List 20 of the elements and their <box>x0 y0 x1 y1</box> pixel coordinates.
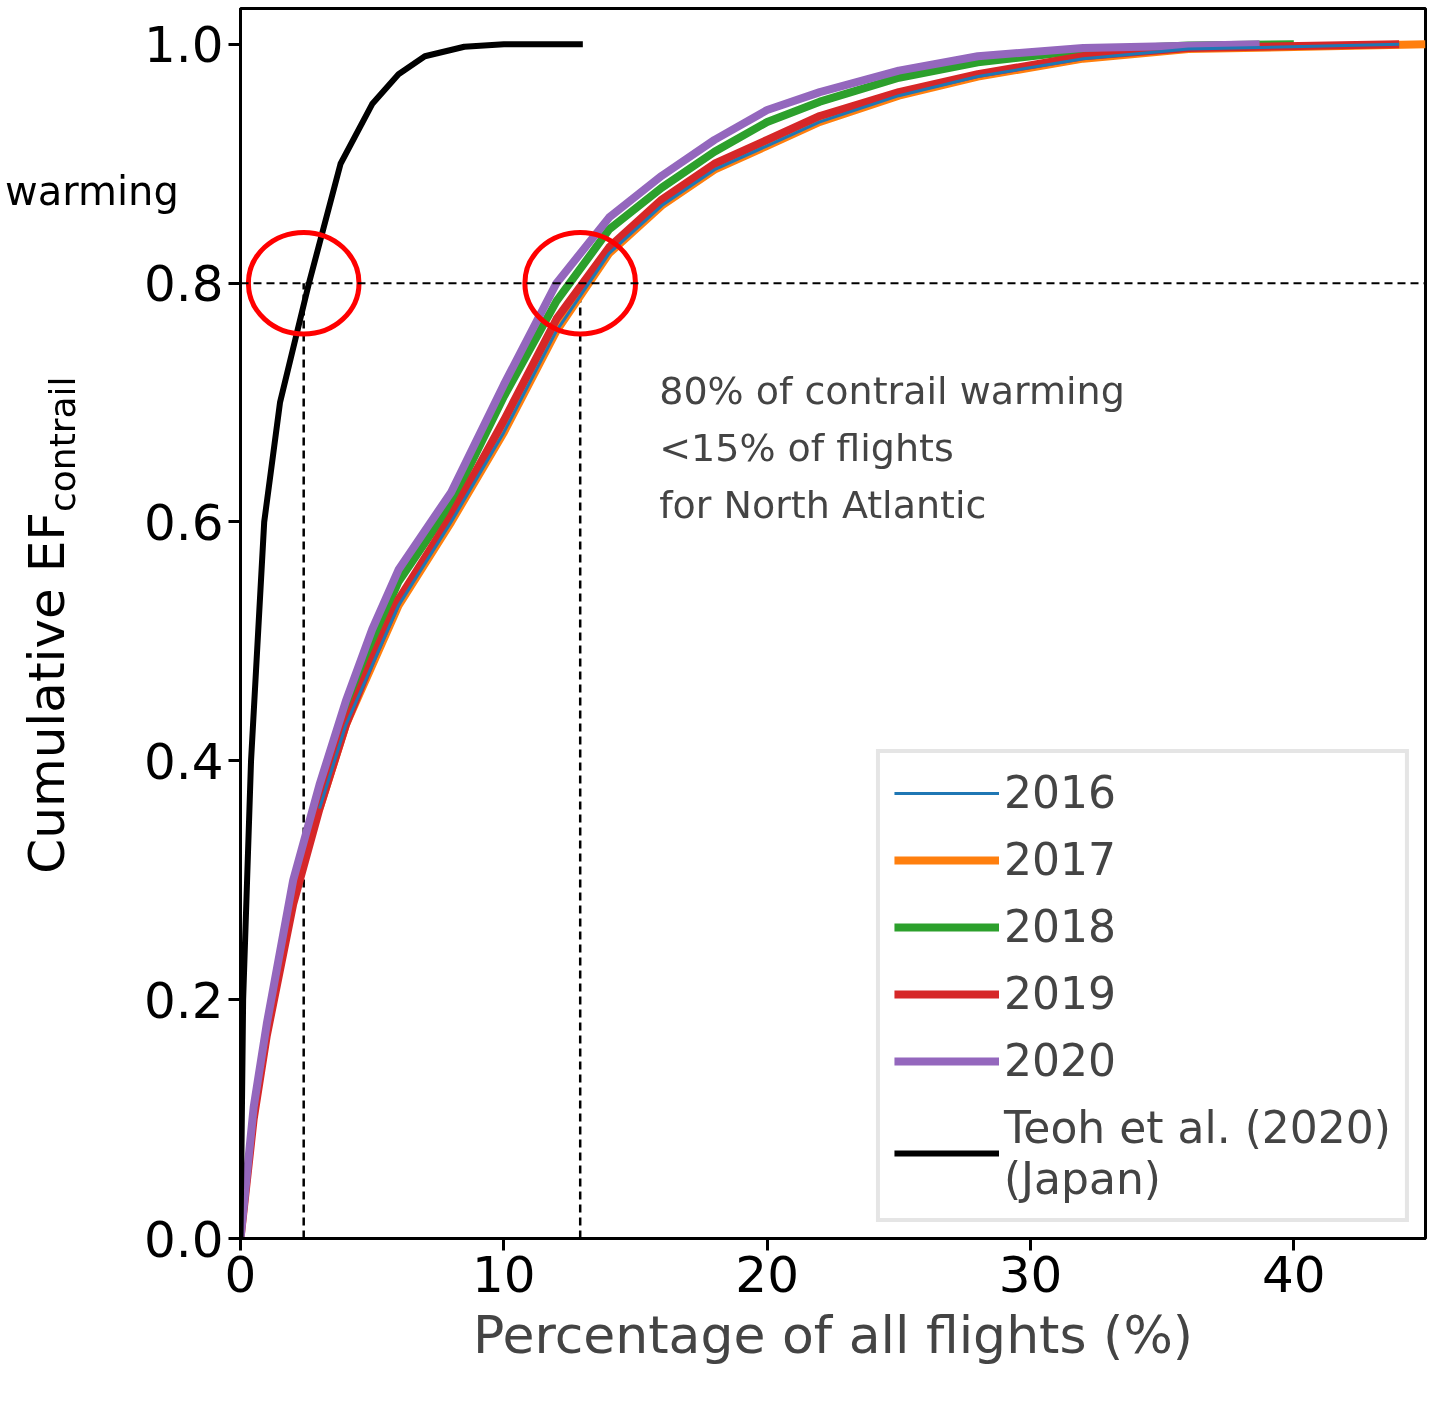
legend-label: 2017 <box>1003 834 1116 885</box>
y-tick-label: 0.6 <box>143 494 224 552</box>
y-tick-label: 0.2 <box>143 971 224 1030</box>
legend-label: 2016 <box>1003 767 1116 818</box>
y-tick-label: 0.4 <box>143 732 224 791</box>
legend-label: 2018 <box>1003 901 1116 952</box>
x-tick-label: 20 <box>735 1245 799 1304</box>
legend-label: 2019 <box>1003 968 1116 1019</box>
x-tick-label: 40 <box>1262 1245 1326 1304</box>
x-tick-label: 0 <box>224 1245 257 1304</box>
legend-label: 2020 <box>1003 1035 1116 1086</box>
legend-label: Teoh et al. (2020) (Japan) <box>1003 1102 1391 1204</box>
y-tick-label: 0.0 <box>143 1210 224 1269</box>
text: warming <box>5 167 179 216</box>
annotation: 80% of contrail warming <15% of flights for North Atlantic <box>659 368 1125 528</box>
y-tick-label: 0.8 <box>143 255 224 314</box>
x-tick-label: 30 <box>998 1245 1063 1304</box>
x-axis-title: Percentage of all flights (%) <box>472 1304 1194 1365</box>
y-tick-label: 1.0 <box>143 16 224 75</box>
x-tick-label: 10 <box>472 1245 536 1304</box>
